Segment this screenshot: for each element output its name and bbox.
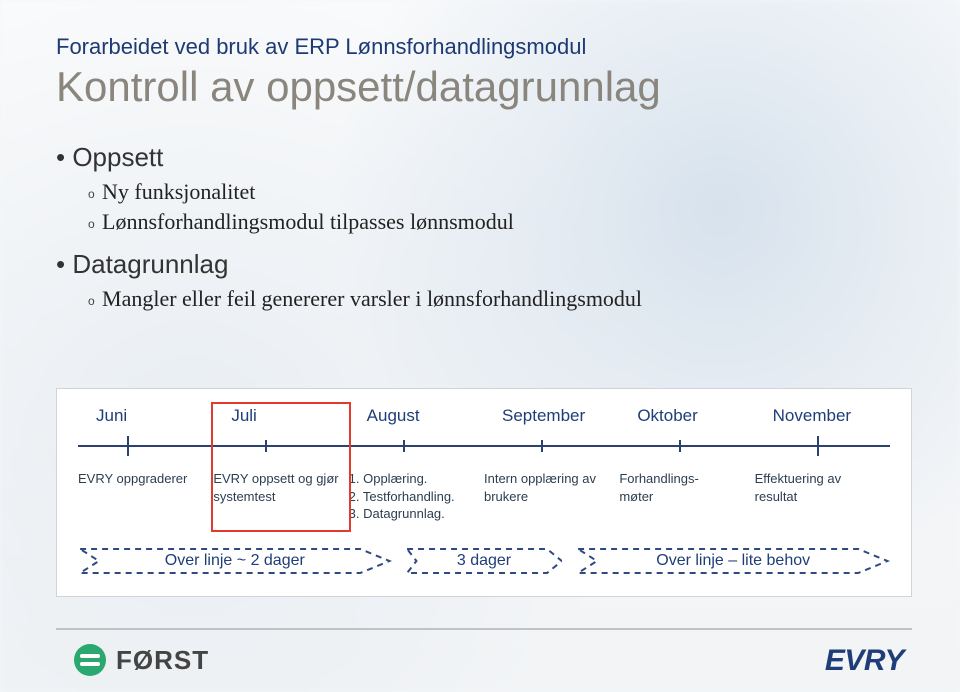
axis-tick bbox=[817, 436, 819, 456]
timeline-arrows-row: Over linje ~ 2 dager 3 dager Over linje – … bbox=[68, 541, 900, 581]
footer-divider bbox=[56, 628, 912, 630]
axis-tick bbox=[127, 436, 129, 456]
arrow-label: Over linje ~ 2 dager bbox=[159, 552, 311, 570]
axis-tick bbox=[265, 440, 267, 452]
timeline-month: Oktober bbox=[619, 406, 754, 426]
sub-item: Lønnsforhandlingsmodul tilpasses lønnsmo… bbox=[88, 209, 904, 235]
axis-tick bbox=[403, 440, 405, 452]
timeline-axis bbox=[78, 432, 890, 460]
timeline-task: Effektuering av resultat bbox=[755, 470, 890, 523]
sub-item: Ny funksjonalitet bbox=[88, 179, 904, 205]
timeline: JuniJuliAugustSeptemberOktoberNovember E… bbox=[56, 388, 912, 597]
axis-line bbox=[78, 445, 890, 447]
timeline-tasks-row: EVRY oppgradererEVRY oppsett og gjør sys… bbox=[68, 470, 900, 541]
logo-evry: EVRY bbox=[825, 644, 904, 678]
sub-list-datagrunnlag: Mangler eller feil genererer varsler i l… bbox=[56, 286, 904, 312]
pretitle: Forarbeidet ved bruk av ERP Lønnsforhand… bbox=[56, 34, 904, 60]
bullet-datagrunnlag-label: Datagrunnlag bbox=[72, 249, 228, 279]
timeline-task: Forhandlings-møter bbox=[619, 470, 754, 523]
timeline-month: November bbox=[755, 406, 890, 426]
timeline-task: EVRY oppsett og gjør systemtest bbox=[213, 470, 348, 523]
timeline-month: September bbox=[484, 406, 619, 426]
slide: Forarbeidet ved bruk av ERP Lønnsforhand… bbox=[0, 0, 960, 692]
sub-list-oppsett: Ny funksjonalitet Lønnsforhandlingsmodul… bbox=[56, 179, 904, 235]
timeline-month: Juni bbox=[78, 406, 213, 426]
bullet-oppsett-label: Oppsett bbox=[72, 142, 163, 172]
logo-forst: FØRST bbox=[74, 644, 209, 676]
bullet-list: Oppsett Ny funksjonalitet Lønnsforhandli… bbox=[56, 142, 904, 312]
axis-tick bbox=[541, 440, 543, 452]
axis-tick bbox=[679, 440, 681, 452]
timeline-month: Juli bbox=[213, 406, 348, 426]
timeline-task: 1. Opplæring.2. Testforhandling.3. Datag… bbox=[349, 470, 484, 523]
forst-text: FØRST bbox=[116, 645, 209, 676]
timeline-months-row: JuniJuliAugustSeptemberOktoberNovember bbox=[68, 406, 900, 432]
timeline-duration-arrow: Over linje ~ 2 dager bbox=[78, 541, 392, 581]
sub-item: Mangler eller feil genererer varsler i l… bbox=[88, 286, 904, 312]
timeline-task: EVRY oppgraderer bbox=[78, 470, 213, 523]
arrow-label: 3 dager bbox=[451, 552, 517, 570]
timeline-duration-arrow: 3 dager bbox=[406, 541, 563, 581]
forst-icon bbox=[74, 644, 106, 676]
timeline-duration-arrow: Over linje – lite behov bbox=[576, 541, 890, 581]
title: Kontroll av oppsett/datagrunnlag bbox=[56, 64, 904, 110]
bullet-datagrunnlag: Datagrunnlag Mangler eller feil generere… bbox=[56, 249, 904, 312]
bullet-oppsett: Oppsett Ny funksjonalitet Lønnsforhandli… bbox=[56, 142, 904, 235]
arrow-label: Over linje – lite behov bbox=[650, 552, 816, 570]
timeline-task: Intern opplæring av brukere bbox=[484, 470, 619, 523]
timeline-month: August bbox=[349, 406, 484, 426]
